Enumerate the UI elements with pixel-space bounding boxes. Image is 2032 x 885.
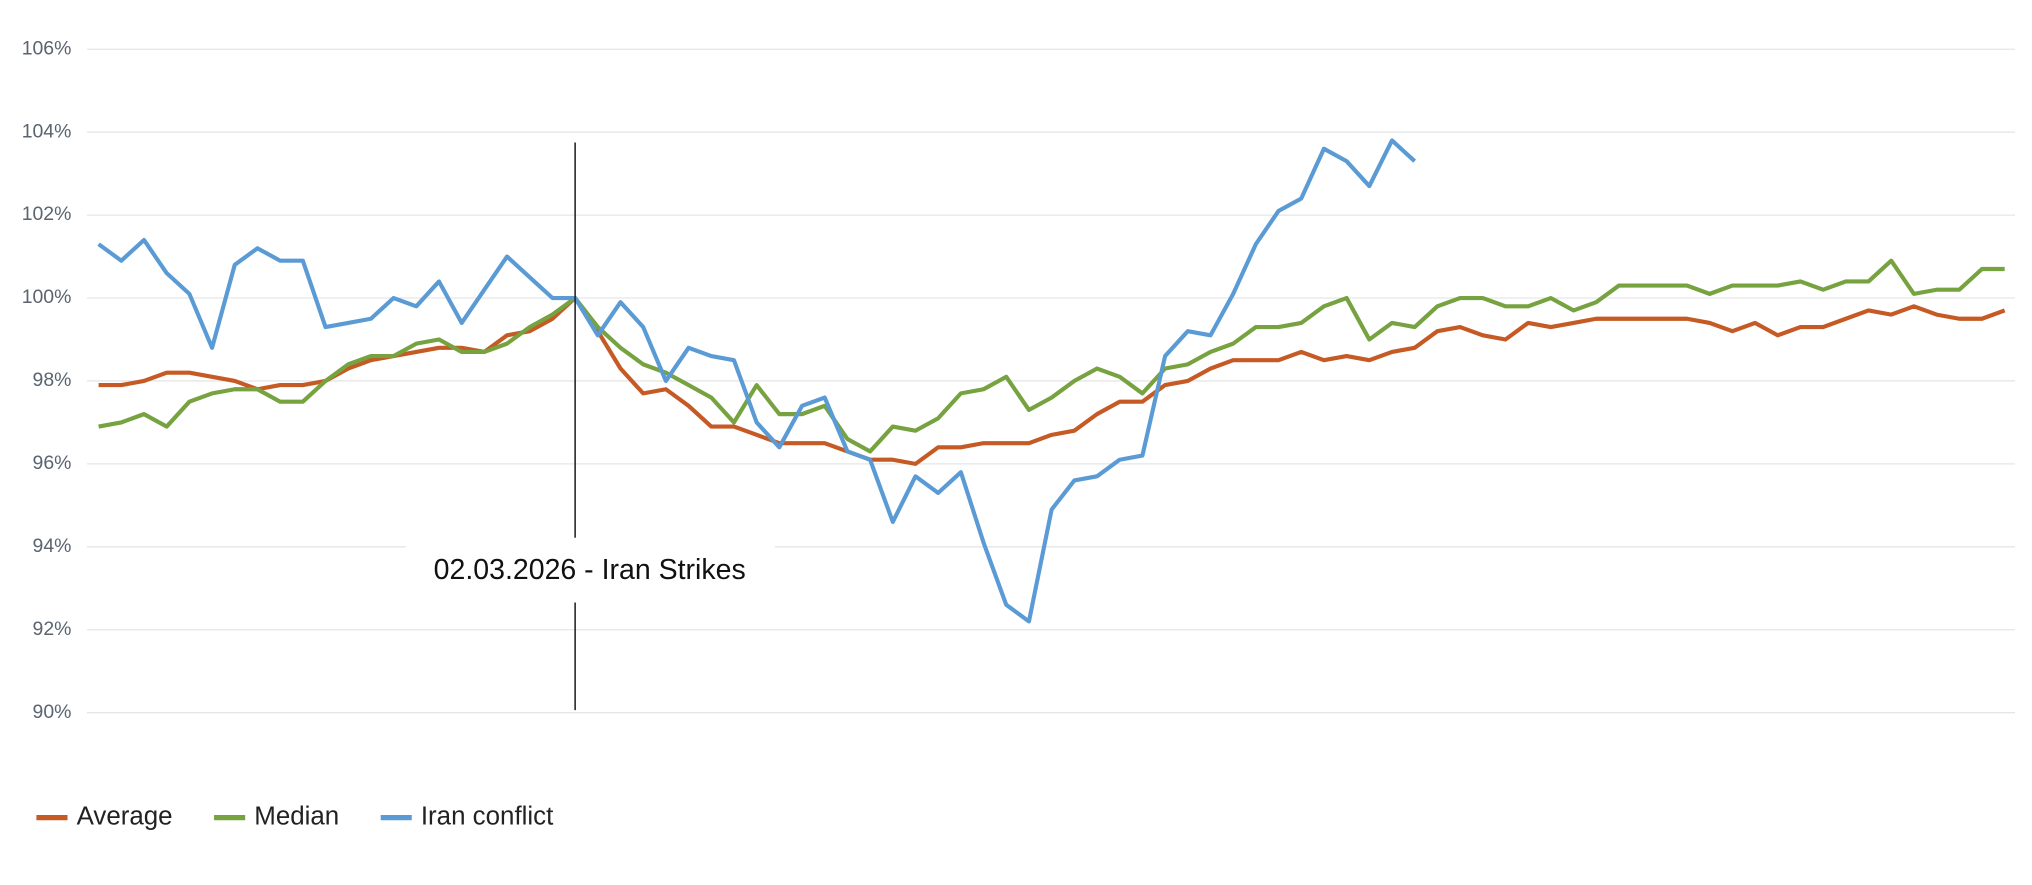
y-tick-label: 100%	[22, 286, 72, 308]
legend-label: Median	[254, 802, 339, 830]
y-tick-label: 90%	[33, 701, 72, 723]
series-line	[97, 138, 1417, 624]
series-line	[98, 258, 2005, 454]
legend-label: Iran conflict	[421, 802, 554, 830]
legend-label: Average	[77, 802, 173, 830]
y-tick-label: 96%	[33, 452, 72, 474]
y-tick-label: 106%	[22, 37, 72, 59]
annotation: 02.03.2026 - Iran Strikes	[405, 142, 775, 711]
y-tick-label: 102%	[22, 203, 72, 225]
grid: 90% 92% 94% 96% 98% 100% 102% 104% 106%	[22, 37, 2016, 723]
legend: Average Median Iran conflict	[36, 802, 554, 830]
y-tick-label: 104%	[22, 120, 72, 142]
y-tick-label: 94%	[33, 535, 72, 557]
lines	[97, 138, 2006, 624]
annotation-text: 02.03.2026 - Iran Strikes	[434, 554, 746, 586]
y-tick-label: 98%	[33, 369, 72, 391]
series-line	[98, 295, 2006, 466]
y-tick-label: 92%	[33, 618, 72, 640]
annotation-box	[405, 537, 775, 603]
